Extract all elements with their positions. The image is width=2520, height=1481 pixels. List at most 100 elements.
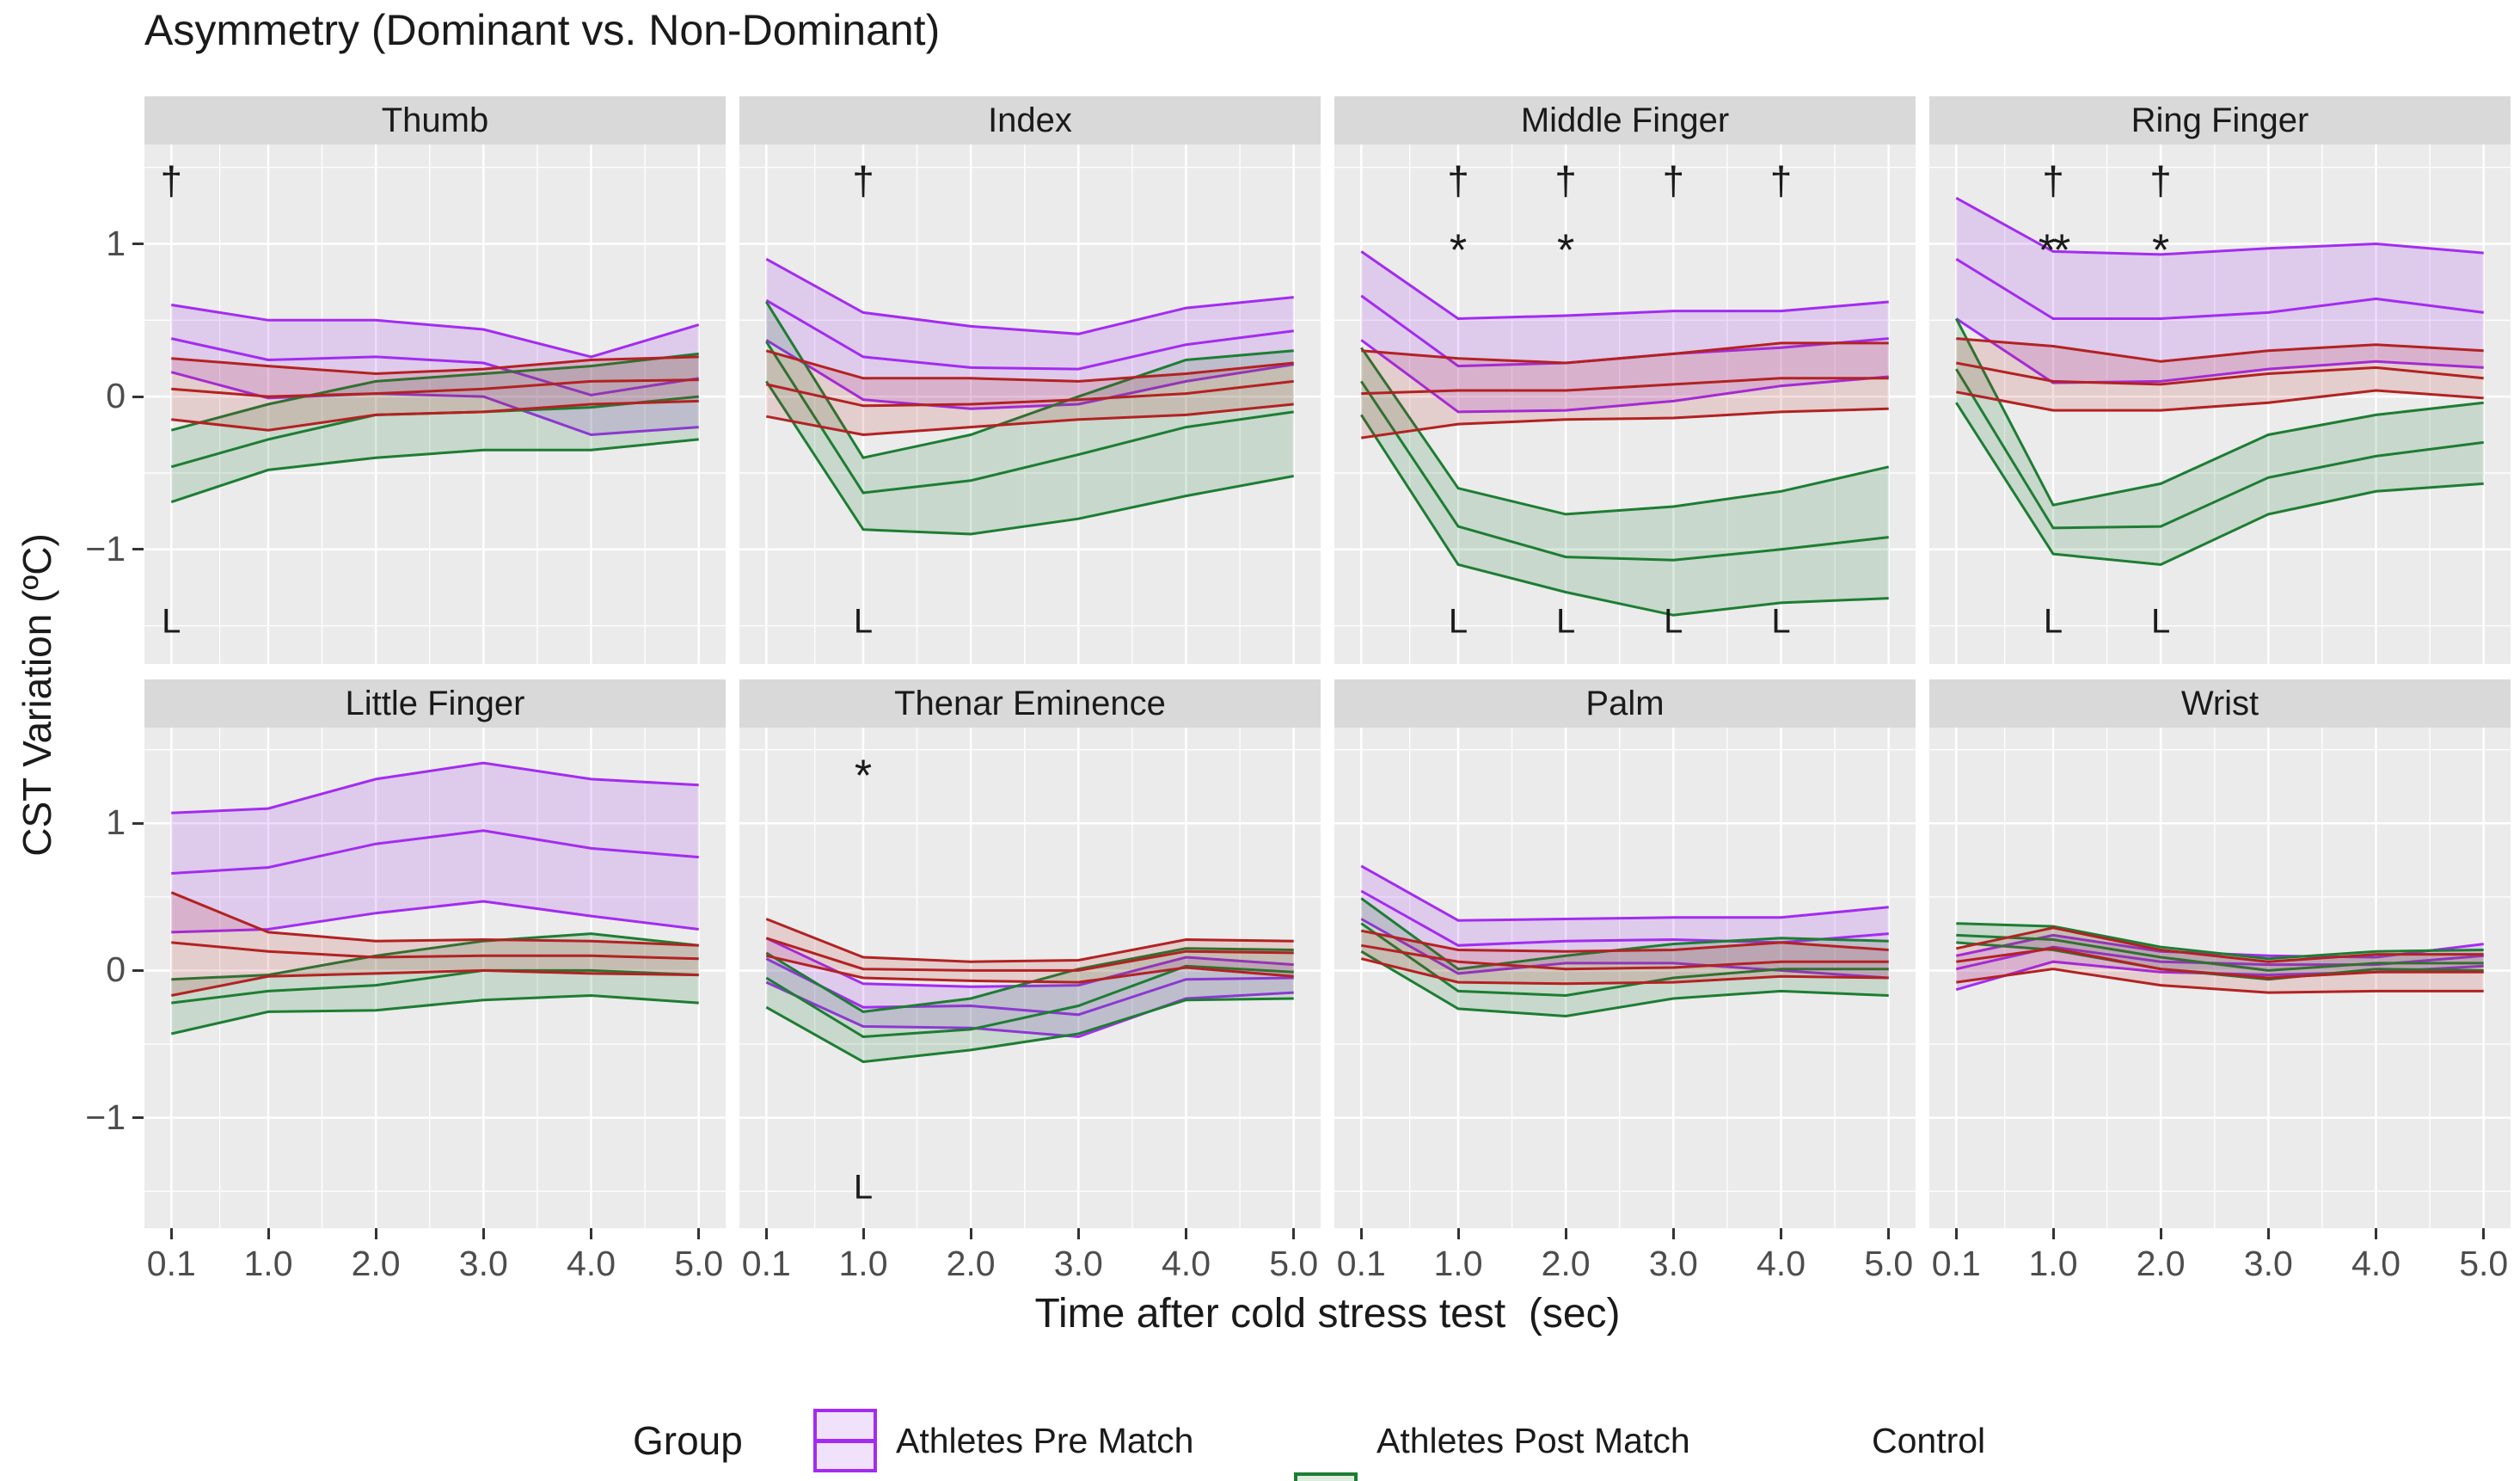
x-tick-label: 0.1 [146,1244,196,1283]
legend-label-control[interactable]: Control [1872,1421,1986,1460]
sig-marker-star: * [2152,226,2169,276]
sig-marker-dagger: † [1447,158,1469,203]
x-tick-mark [1076,1228,1080,1239]
x-tick-label: 2.0 [2136,1244,2186,1283]
sig-marker-L: L [1449,603,1468,641]
x-tick-mark [2266,1228,2270,1239]
sig-marker-star: * [855,751,872,801]
line-control-upper [765,918,1294,963]
line-control-mean [1956,947,2484,980]
y-tick-mark [132,821,144,825]
line-control-lower [171,399,699,432]
line-control-mean [1956,361,2484,386]
line-pre-lower [171,900,699,934]
legend-label-athletes-pre-match[interactable]: Athletes Pre Match [896,1421,1194,1460]
facet-panel-thumb: †L [144,144,726,664]
x-tick-mark [2482,1228,2486,1239]
line-post-mean [1360,380,1889,562]
line-control-upper [171,355,699,376]
facet-panel-middle-finger: † † † † * * L L L L [1334,144,1916,664]
facet-strip-label: Ring Finger [2131,101,2309,139]
line-pre-upper [171,304,700,359]
sig-marker-star: * [1450,226,1467,276]
x-tick-mark [267,1228,270,1239]
facet-strip-little-finger: Little Finger [144,679,726,728]
x-tick-mark [861,1228,865,1239]
y-tick-mark [132,548,144,551]
line-pre-mean [1360,889,1889,947]
facet-strip-label: Thumb [381,101,489,139]
x-tick-label: 5.0 [2459,1244,2509,1283]
facet-strip-wrist: Wrist [1929,679,2511,728]
legend-label-athletes-post-match[interactable]: Athletes Post Match [1376,1421,1690,1460]
line-pre-upper [765,937,1294,988]
line-post-upper [170,352,699,432]
y-tick-label: 1 [106,223,126,263]
ribbon-post [1361,898,1889,1017]
sig-marker-dagger: † [2149,158,2172,203]
y-tick-label: −1 [85,1097,126,1137]
ribbon-pre [171,763,699,932]
facet-strip-ring-finger: Ring Finger [1929,96,2511,144]
facet-strip-label: Index [988,101,1072,139]
x-tick-label: 1.0 [1433,1244,1483,1283]
ribbon-pre [1361,251,1889,412]
facet-panel-palm [1334,728,1916,1228]
line-control-lower [1956,389,2484,412]
line-post-lower [170,993,699,1035]
sig-marker-L: L [1771,603,1790,641]
line-pre-upper [1360,250,1889,321]
chart-title: Asymmetry (Dominant vs. Non-Dominant) [144,6,941,54]
ribbon-control [766,350,1294,435]
line-control-lower [765,954,1294,984]
x-tick-label: 3.0 [2243,1244,2293,1283]
ribbon-pre [171,304,699,435]
x-tick-mark [1954,1228,1958,1239]
line-pre-upper [1955,196,2484,256]
x-tick-label: 2.0 [351,1244,401,1283]
x-tick-label: 0.1 [1931,1244,1981,1283]
x-tick-mark [1292,1228,1296,1239]
line-post-upper [1954,317,2484,507]
legend-key-athletes-pre-match[interactable] [813,1409,877,1472]
ribbon-post [1956,318,2484,565]
line-post-upper [171,932,699,981]
x-tick-label: 2.0 [946,1244,996,1283]
x-tick-mark [169,1228,173,1239]
sig-marker-L: L [854,1169,873,1207]
facet-strip-palm: Palm [1334,679,1916,728]
line-pre-mean [765,298,1294,371]
y-tick-mark [132,968,144,972]
line-control-lower [171,968,699,997]
sig-marker-L: L [1556,603,1575,641]
x-tick-label: 5.0 [1269,1244,1319,1283]
legend-key-athletes-post-match[interactable] [1294,1472,1358,1481]
line-control-mean [765,379,1294,408]
sig-marker-L: L [162,603,181,641]
ribbon-post [766,302,1294,534]
facet-strip-thumb: Thumb [144,96,726,144]
ribbon-pre [1956,198,2484,384]
x-tick-label: 3.0 [1648,1244,1698,1283]
ribbon-pre [766,937,1294,1037]
legend-key-line [817,1439,874,1443]
y-tick-label: −1 [85,528,126,568]
y-tick-mark [132,395,144,398]
x-tick-label: 0.1 [1336,1244,1386,1283]
x-tick-label: 3.0 [458,1244,508,1283]
line-post-mean [765,964,1294,1039]
line-pre-mean [1955,257,2484,320]
sig-marker-star: * [1557,226,1574,276]
line-pre-lower [1955,317,2484,384]
x-tick-label: 0.1 [741,1244,791,1283]
line-pre-upper [765,257,1294,335]
ribbon-control [171,892,699,996]
line-post-mean [1360,922,1889,998]
x-tick-mark [764,1228,768,1239]
facet-strip-label: Little Finger [345,684,525,722]
ribbon-control [171,356,699,431]
sig-marker-L: L [854,603,873,641]
ribbon-pre [766,259,1294,409]
line-pre-lower [765,339,1294,410]
